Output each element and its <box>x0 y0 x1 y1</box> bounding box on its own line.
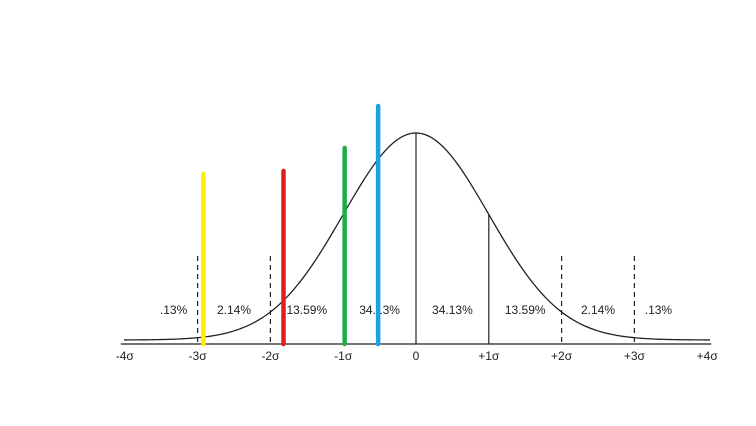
x-tick-label: 0 <box>413 349 420 363</box>
x-tick-label: -4σ <box>116 349 135 363</box>
region-percent-label: .13% <box>160 303 188 317</box>
region-percent-labels: .13%2.14%13.59%34.13%34.13%13.59%2.14%.1… <box>160 303 673 317</box>
region-percent-label: 13.59% <box>286 303 327 317</box>
region-percent-label: 13.59% <box>505 303 546 317</box>
x-tick-label: -3σ <box>189 349 208 363</box>
x-tick-label: +2σ <box>551 349 573 363</box>
bell-curve <box>123 132 711 341</box>
region-percent-label: 2.14% <box>217 303 251 317</box>
x-tick-label: +3σ <box>624 349 646 363</box>
divider-lines <box>197 133 636 344</box>
x-tick-label: -1σ <box>334 349 353 363</box>
x-tick-label: +1σ <box>478 349 500 363</box>
region-percent-label: .13% <box>645 303 673 317</box>
x-axis-ticks: -4σ -3σ -2σ -1σ 0 +1σ +2σ +3σ +4σ <box>116 349 719 363</box>
x-tick-label: -2σ <box>261 349 280 363</box>
x-tick-label: +4σ <box>697 349 719 363</box>
region-percent-label: 2.14% <box>581 303 615 317</box>
region-percent-label: 34.13% <box>432 303 473 317</box>
marker-lines <box>201 103 381 347</box>
